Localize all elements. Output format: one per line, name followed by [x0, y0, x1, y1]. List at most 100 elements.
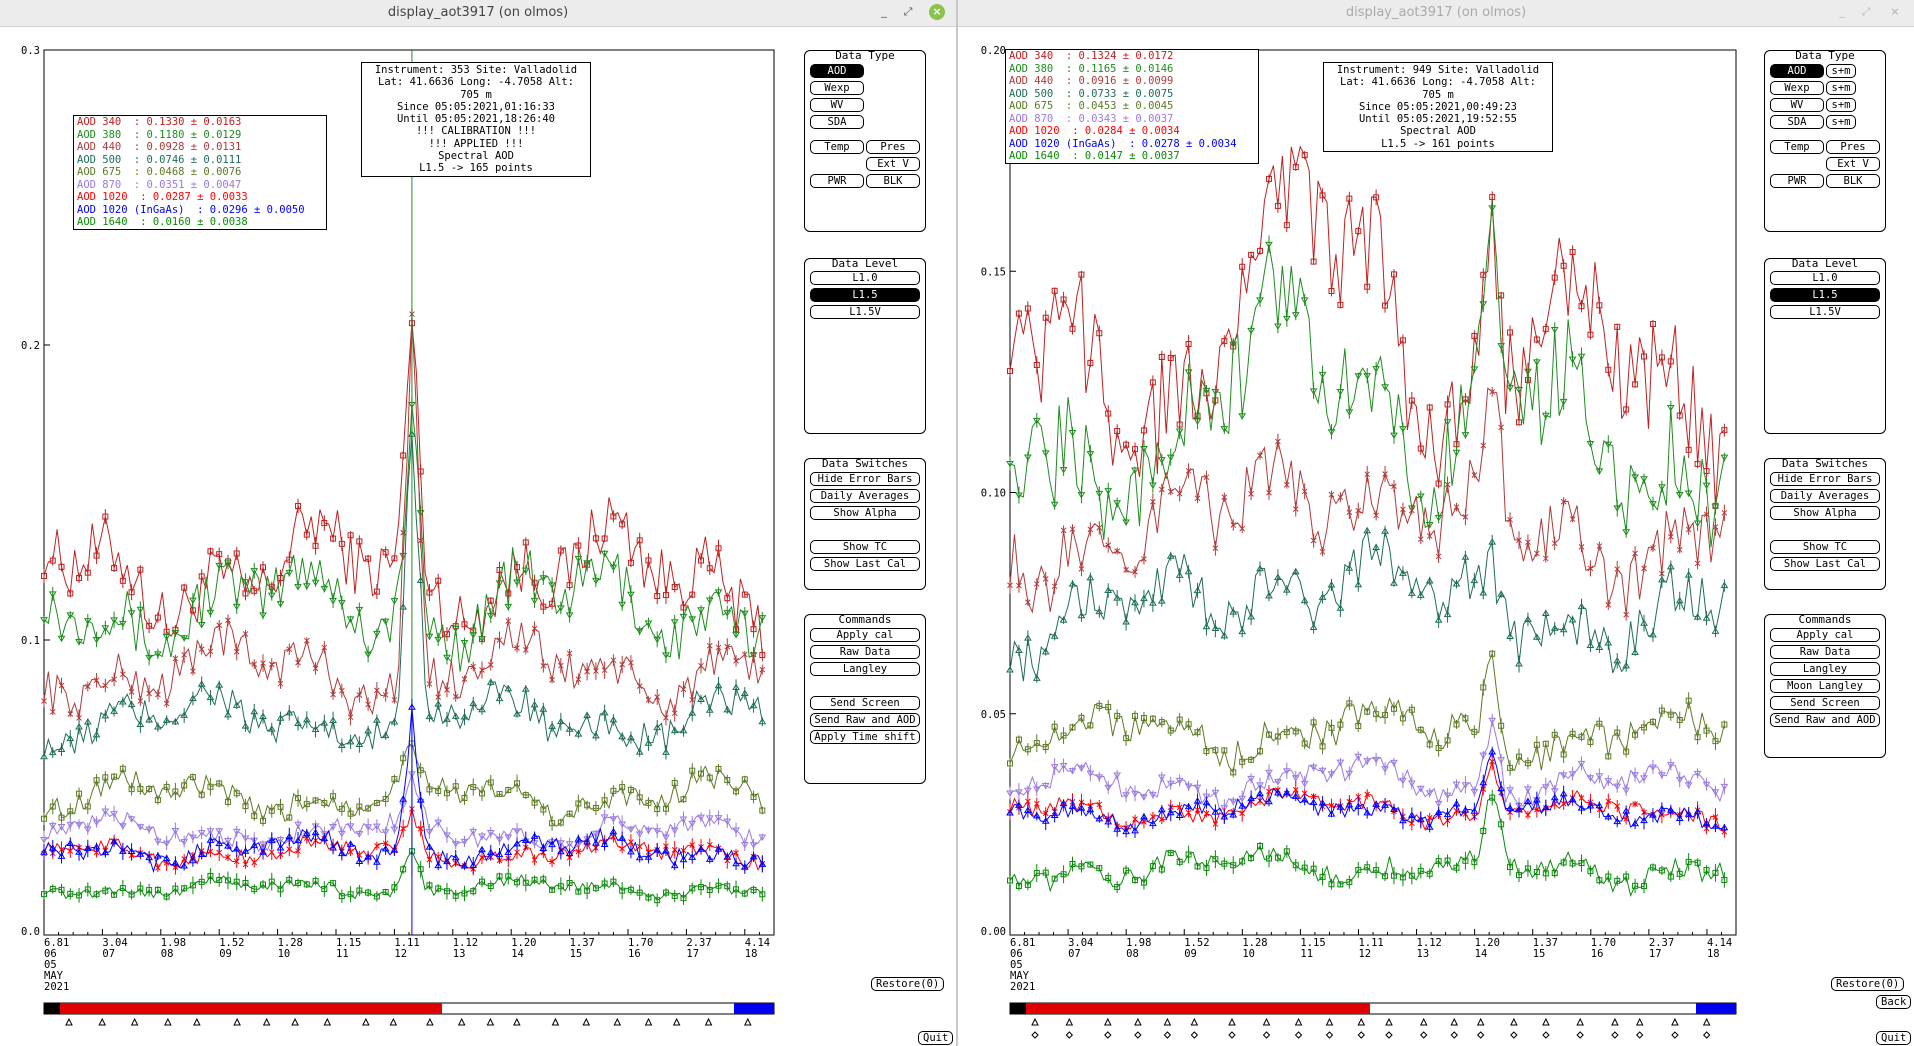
data-point — [233, 878, 240, 885]
data-point — [1291, 312, 1300, 319]
restore-button[interactable]: Restore(0) — [1831, 977, 1905, 991]
show-last-cal-button[interactable]: Show Last Cal — [810, 557, 920, 571]
show-alpha-button[interactable]: Show Alpha — [1770, 506, 1880, 520]
daily-averages-button[interactable]: Daily Averages — [810, 489, 920, 503]
left-titlebar[interactable]: display_aot3917 (on olmos) _ ⤢ × — [0, 0, 956, 27]
sm-button[interactable]: s+m — [1826, 115, 1856, 129]
x-tick-label: 1.52 — [219, 937, 244, 949]
minimize-icon[interactable]: _ — [881, 5, 887, 18]
aod-button[interactable]: AOD — [1770, 64, 1824, 78]
wv-button[interactable]: WV — [810, 98, 864, 112]
data-point — [76, 892, 83, 899]
daily-averages-button[interactable]: Daily Averages — [1770, 489, 1880, 503]
blk-button[interactable]: BLK — [1826, 174, 1880, 188]
sda-button[interactable]: SDA — [810, 115, 864, 129]
apply-time-shift-button[interactable]: Apply Time shift — [810, 730, 920, 744]
l10-button[interactable]: L1.0 — [810, 271, 920, 285]
aod-button[interactable]: AOD — [810, 64, 864, 78]
sm-button[interactable]: s+m — [1826, 81, 1856, 95]
data-point — [1649, 864, 1656, 871]
data-point — [504, 684, 513, 692]
data-point — [1113, 772, 1122, 779]
data-point — [232, 828, 241, 836]
data-point — [347, 532, 354, 539]
sm-button[interactable]: s+m — [1826, 64, 1856, 78]
restore-button[interactable]: Restore(0) — [871, 977, 945, 991]
data-point — [1175, 777, 1184, 785]
data-point — [268, 583, 275, 590]
data-point — [417, 825, 424, 832]
close-icon[interactable]: × — [929, 4, 945, 20]
calibration-marker — [1542, 1031, 1550, 1039]
sda-button[interactable]: SDA — [1770, 115, 1824, 129]
data-point — [66, 734, 75, 742]
data-point — [1382, 873, 1389, 880]
sm-button[interactable]: s+m — [1826, 98, 1856, 112]
raw-data-button[interactable]: Raw Data — [1770, 645, 1880, 659]
l10-button[interactable]: L1.0 — [1770, 271, 1880, 285]
pwr-button[interactable]: PWR — [810, 174, 864, 188]
data-point — [372, 630, 381, 638]
pres-button[interactable]: Pres — [866, 140, 920, 154]
show-tc-button[interactable]: Show TC — [810, 540, 920, 554]
maximize-icon[interactable]: ⤢ — [903, 5, 913, 18]
data-point — [1488, 748, 1497, 755]
data-point — [1560, 751, 1567, 758]
send-raw-and-aod-button[interactable]: Send Raw and AOD — [810, 713, 920, 727]
hide-error-bars-button[interactable]: Hide Error Bars — [1770, 472, 1880, 486]
send-screen-button[interactable]: Send Screen — [810, 696, 920, 710]
show-last-cal-button[interactable]: Show Last Cal — [1770, 557, 1880, 571]
show-tc-button[interactable]: Show TC — [1770, 540, 1880, 554]
data-point — [1274, 779, 1282, 786]
apply-cal-button[interactable]: Apply cal — [1770, 628, 1880, 642]
data-point — [365, 555, 372, 562]
maximize-icon[interactable]: ⤢ — [1861, 5, 1871, 18]
apply-cal-button[interactable]: Apply cal — [810, 628, 920, 642]
langley-button[interactable]: Langley — [810, 662, 920, 676]
wv-button[interactable]: WV — [1770, 98, 1824, 112]
data-point — [1685, 526, 1692, 533]
back-button[interactable]: Back — [1876, 995, 1912, 1009]
data-point — [216, 622, 223, 629]
ext-v-button[interactable]: Ext V — [1826, 157, 1880, 171]
data-point — [267, 836, 276, 844]
quit-button[interactable]: Quit — [1876, 1031, 1912, 1045]
legend-entry: AOD 440 : 0.0928 ± 0.0131 — [77, 141, 242, 153]
date-label: 05 — [44, 959, 57, 971]
data-point — [548, 722, 556, 729]
pres-button[interactable]: Pres — [1826, 140, 1880, 154]
l15v-button[interactable]: L1.5V — [1770, 305, 1880, 319]
wexp-button[interactable]: Wexp — [810, 81, 864, 95]
data-point — [1212, 821, 1219, 827]
raw-data-button[interactable]: Raw Data — [810, 645, 920, 659]
pwr-button[interactable]: PWR — [1770, 174, 1824, 188]
data-point — [1185, 809, 1192, 816]
right-legend: AOD 340 : 0.1324 ± 0.0172 AOD 380 : 0.116… — [1005, 49, 1259, 164]
send-raw-and-aod-button[interactable]: Send Raw and AOD — [1770, 713, 1880, 727]
right-aod-plot[interactable]: 0.000.050.100.150.206.81063.04071.98081.… — [958, 26, 1914, 1046]
l15v-button[interactable]: L1.5V — [810, 305, 920, 319]
right-titlebar[interactable]: display_aot3917 (on olmos) _ ⤢ × — [958, 0, 1914, 27]
data-point — [1381, 766, 1389, 773]
minimize-icon[interactable]: _ — [1839, 5, 1845, 18]
close-icon[interactable]: × — [1890, 5, 1900, 18]
blk-button[interactable]: BLK — [866, 174, 920, 188]
langley-button[interactable]: Langley — [1770, 662, 1880, 676]
data-point — [102, 887, 109, 894]
temp-button[interactable]: Temp — [810, 140, 864, 154]
data-point — [733, 657, 739, 664]
quit-button[interactable]: Quit — [918, 1031, 954, 1045]
hide-error-bars-button[interactable]: Hide Error Bars — [810, 472, 920, 486]
ext-v-button[interactable]: Ext V — [866, 157, 920, 171]
temp-button[interactable]: Temp — [1770, 140, 1824, 154]
l15-button[interactable]: L1.5 — [1770, 288, 1880, 302]
data-point — [1559, 772, 1568, 779]
moon-langley-button[interactable]: Moon Langley — [1770, 679, 1880, 693]
data-point — [1167, 849, 1174, 856]
wexp-button[interactable]: Wexp — [1770, 81, 1824, 95]
send-screen-button[interactable]: Send Screen — [1770, 696, 1880, 710]
data-point — [277, 575, 284, 582]
l15-button[interactable]: L1.5 — [810, 288, 920, 302]
data-point — [232, 701, 241, 708]
show-alpha-button[interactable]: Show Alpha — [810, 506, 920, 520]
